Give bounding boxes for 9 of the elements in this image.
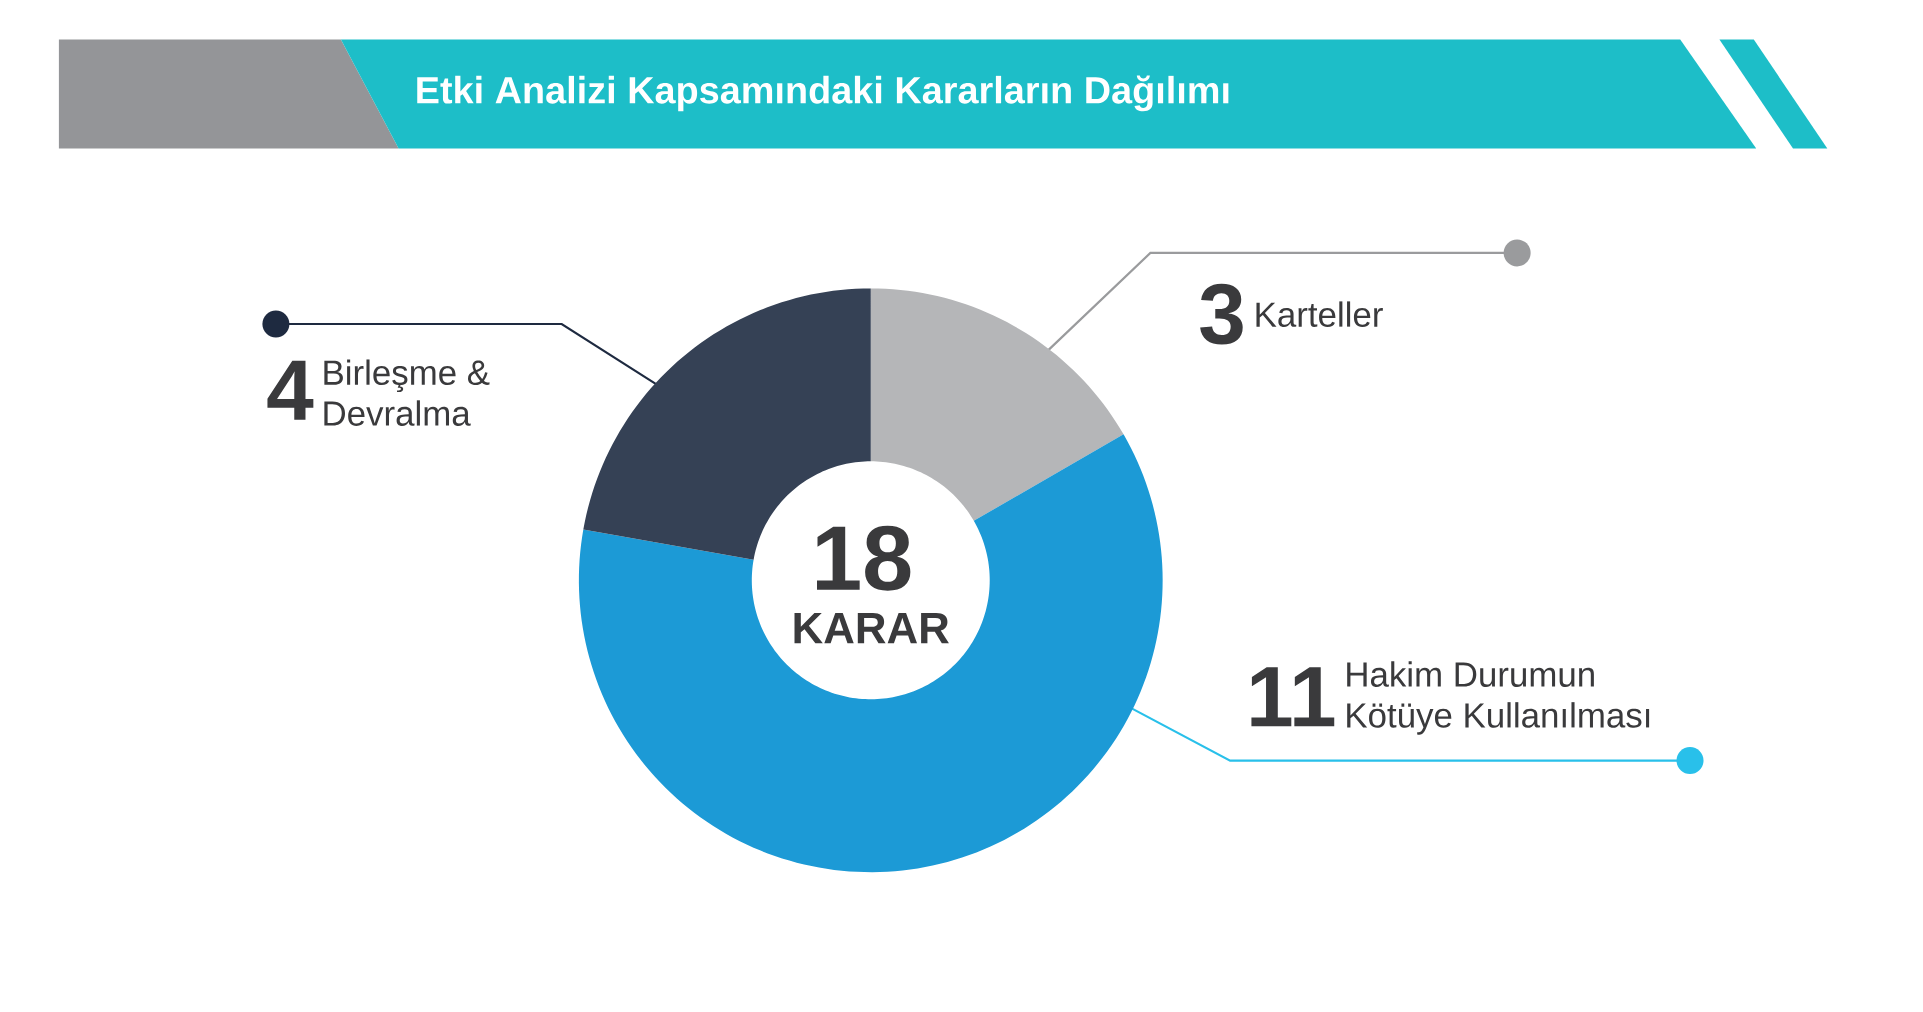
data-label: 4 bbox=[267, 360, 314, 420]
chart-title: Etki Analizi Kapsamındaki Kararların Dağılımı bbox=[417, 75, 1229, 112]
slice-label: Karteller bbox=[1256, 301, 1383, 327]
data-label: 3 bbox=[1200, 283, 1243, 345]
slice-label: Hakim Durumun Kötüye Kullanılması bbox=[1347, 661, 1650, 735]
text: 18 bbox=[817, 525, 911, 591]
data-label: 11 bbox=[1251, 667, 1335, 727]
slice-label: Birleşme & Devralma bbox=[324, 359, 490, 426]
text: KARAR bbox=[794, 613, 949, 644]
